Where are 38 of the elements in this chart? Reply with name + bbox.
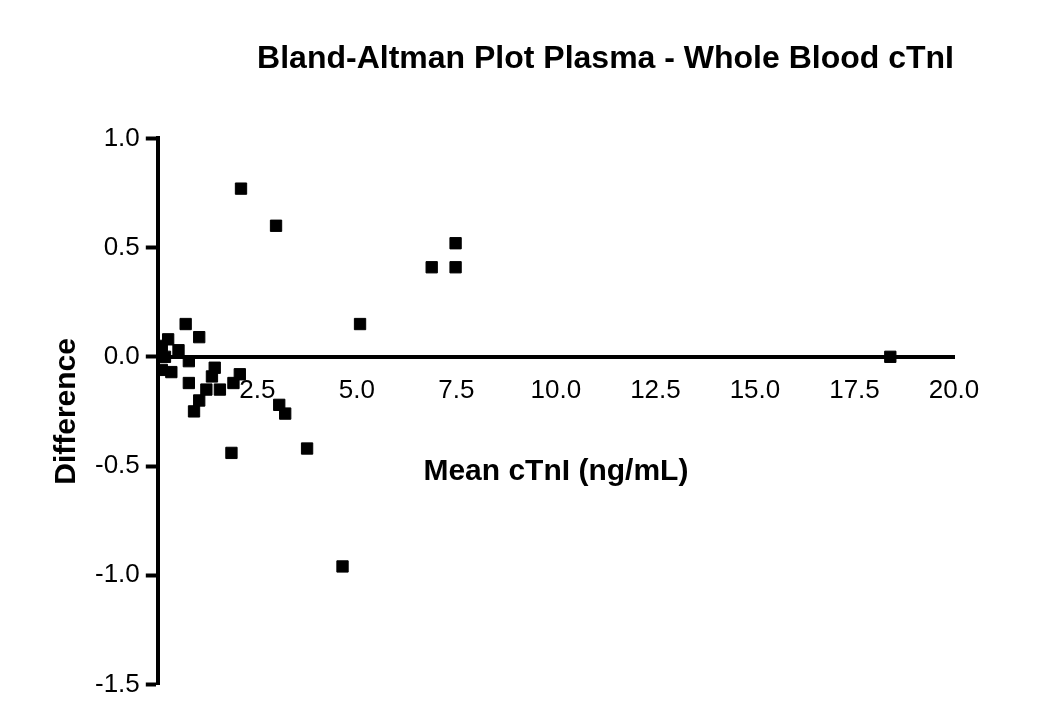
point — [225, 446, 238, 460]
y-tick-label: 0.5 — [103, 230, 140, 261]
chart-title: Bland-Altman Plot Plasma - Whole Blood cTnI — [257, 39, 954, 76]
point — [449, 261, 462, 274]
x-tick-label: 12.5 — [630, 373, 681, 404]
x-axis-title: Mean cTnI (ng/mL) — [423, 453, 689, 487]
point — [193, 394, 206, 407]
y-tick-label: -1.5 — [94, 667, 140, 698]
y-tick-label: -0.5 — [94, 449, 140, 480]
y-tick-label: 0.0 — [103, 339, 140, 370]
point — [193, 330, 206, 344]
x-tick-label: 10.0 — [530, 373, 582, 404]
point — [884, 350, 897, 363]
y-tick-label: -1.0 — [94, 558, 140, 589]
point — [200, 383, 213, 396]
point — [182, 376, 196, 390]
point — [227, 376, 240, 390]
point — [279, 407, 292, 420]
point — [158, 350, 172, 363]
x-tick-label: 20.0 — [928, 373, 980, 404]
point — [425, 261, 438, 274]
x-tick-label: 5.0 — [338, 373, 375, 404]
x-tick-label: 15.0 — [729, 373, 781, 404]
point — [336, 560, 349, 573]
point — [269, 219, 283, 232]
point — [187, 405, 201, 418]
point — [234, 182, 248, 195]
y-tick-label: 1.0 — [103, 121, 140, 152]
y-axis-title: Difference — [48, 338, 82, 485]
point — [353, 317, 367, 331]
point — [179, 317, 192, 331]
x-tick-label: 2.5 — [239, 373, 276, 404]
point — [213, 383, 227, 396]
point — [208, 361, 221, 374]
x-tick-label: 7.5 — [438, 373, 475, 404]
x-tick-label: 17.5 — [829, 373, 880, 404]
point — [449, 237, 462, 250]
point — [300, 442, 314, 455]
